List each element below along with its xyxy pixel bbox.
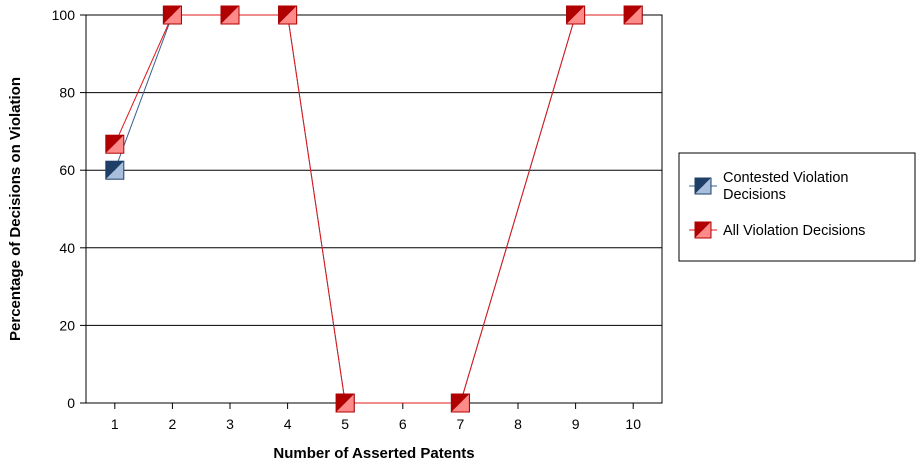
x-tick-label: 3: [226, 416, 234, 432]
x-tick-label: 5: [341, 416, 349, 432]
y-tick-label: 0: [67, 395, 75, 411]
grid-lines: [86, 92, 662, 326]
series-line-1: [114, 14, 634, 404]
series-2-point-x7: [450, 393, 470, 413]
series-2-point-x5: [335, 393, 355, 413]
legend-marker: [694, 221, 712, 239]
y-tick-label: 100: [52, 7, 76, 23]
y-axis-title: Percentage of Decisions on Violation: [7, 77, 24, 341]
x-tick-label: 2: [169, 416, 177, 432]
series-layer: [105, 5, 643, 413]
legend-entry-2: All Violation Decisions: [689, 221, 865, 239]
legend-label: Decisions: [723, 187, 786, 203]
x-tick-label: 1: [111, 416, 119, 432]
x-axis-ticks: 1 2 3 4 5 6 7 8 9 10: [111, 403, 641, 432]
series-2-point-x4: [278, 5, 298, 25]
y-tick-label: 20: [59, 317, 75, 333]
series-line-2: [114, 14, 634, 404]
y-tick-label: 40: [59, 240, 75, 256]
x-tick-label: 10: [625, 416, 641, 432]
series-2-point-x9: [566, 5, 586, 25]
x-tick-label: 6: [399, 416, 407, 432]
y-tick-label: 80: [59, 85, 75, 101]
series-2-point-x10: [623, 5, 643, 25]
series-1-point-x1: [105, 160, 125, 180]
y-axis-ticks: 0 20 40 60 80 100: [52, 7, 86, 411]
x-tick-label: 8: [514, 416, 522, 432]
legend-marker: [694, 177, 712, 195]
y-tick-label: 60: [59, 162, 75, 178]
x-axis-title: Number of Asserted Patents: [273, 445, 474, 462]
x-tick-label: 4: [284, 416, 292, 432]
plot-area-border: [85, 14, 663, 404]
series-2-point-x1: [105, 134, 125, 154]
legend-label: All Violation Decisions: [723, 223, 865, 239]
x-tick-label: 7: [457, 416, 465, 432]
x-tick-label: 9: [572, 416, 580, 432]
legend-label: Contested Violation: [723, 170, 849, 186]
series-2-point-x3: [220, 5, 240, 25]
legend-box: [678, 152, 916, 262]
series-2-point-x2: [162, 5, 182, 25]
